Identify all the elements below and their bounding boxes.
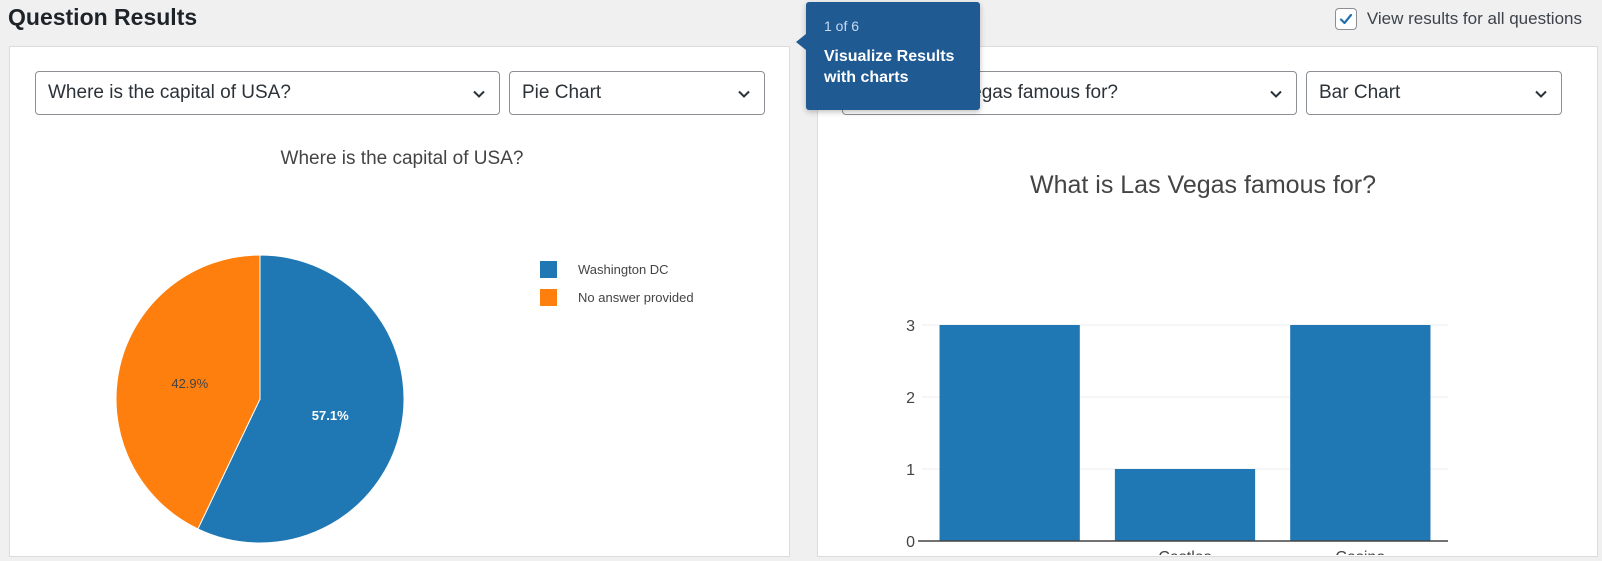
pie-slice-label: 42.9%: [171, 376, 208, 391]
bar: [1290, 325, 1431, 541]
chart-type-select-value: Bar Chart: [1319, 82, 1401, 103]
chevron-down-icon: [1535, 90, 1547, 98]
legend-swatch: [540, 261, 557, 278]
view-all-results-toggle[interactable]: View results for all questions: [1334, 8, 1582, 30]
tour-message: Visualize Results with charts: [824, 48, 955, 86]
chevron-down-icon: [473, 90, 485, 98]
bar: [1114, 469, 1256, 541]
legend-label: Washington DC: [578, 262, 669, 277]
tour-tooltip[interactable]: 1 of 6 Visualize Results with charts: [796, 2, 980, 110]
chart-type-select[interactable]: Bar Chart: [1306, 71, 1562, 115]
chevron-down-icon: [1270, 90, 1282, 98]
checkmark-icon: [1339, 13, 1352, 25]
y-tick-label: 3: [906, 318, 915, 335]
legend-label: No answer provided: [578, 290, 694, 305]
chevron-down-icon: [738, 90, 750, 98]
pie-slice: [115, 254, 261, 530]
bar-chart-title: What is Las Vegas famous for?: [1030, 171, 1376, 199]
x-tick-label: Casino: [1335, 549, 1385, 555]
view-all-label: View results for all questions: [1366, 9, 1582, 28]
pie-slice-label: 57.1%: [312, 408, 349, 423]
page-title: Question Results: [8, 4, 198, 30]
pie-chart-title: Where is the capital of USA?: [281, 148, 524, 169]
question-select-value: Where is the capital of USA?: [48, 82, 291, 103]
x-tick-label: Castles: [1158, 549, 1211, 555]
chart-type-select-value: Pie Chart: [522, 82, 602, 103]
view-all-checkbox[interactable]: [1334, 8, 1357, 30]
question-panel-pie: Where is the capital of USA? Pie Chart W…: [9, 46, 790, 557]
pie-slice: [197, 254, 405, 544]
y-tick-label: 2: [906, 390, 915, 407]
y-tick-label: 0: [906, 534, 915, 551]
chart-type-select[interactable]: Pie Chart: [509, 71, 765, 115]
bar: [939, 325, 1080, 541]
bar-chart: What is Las Vegas famous for? 0 1 2 3 Castle…: [906, 171, 1448, 555]
question-panel-bar: What is Las Vegas famous for? Bar Chart …: [817, 46, 1598, 557]
tour-step-counter: 1 of 6: [824, 18, 860, 34]
question-select[interactable]: Where is the capital of USA?: [35, 71, 500, 115]
pie-chart: Where is the capital of USA? 57.1%42.9% …: [115, 148, 694, 544]
legend-swatch: [540, 289, 557, 306]
y-tick-label: 1: [906, 462, 915, 479]
